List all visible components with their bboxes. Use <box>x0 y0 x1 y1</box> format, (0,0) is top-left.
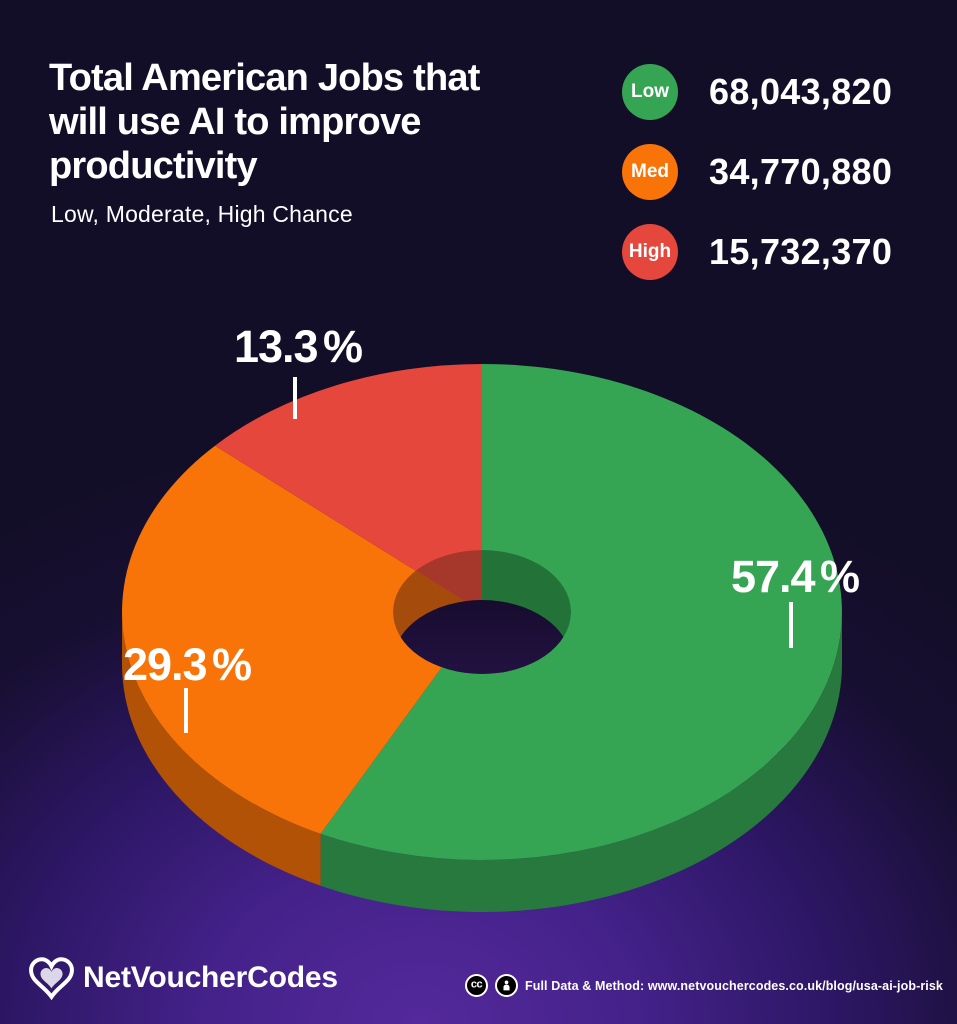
legend-item-high: High 15,732,370 <box>622 224 892 280</box>
page-title: Total American Jobs that will use AI to … <box>49 56 480 188</box>
pie-hole-wall-high <box>416 550 482 612</box>
pie-hole <box>393 550 571 674</box>
legend-item-low: Low 68,043,820 <box>622 64 892 120</box>
legend-dot-low: Low <box>622 64 678 120</box>
title-line-2: will use AI to improve <box>49 101 421 143</box>
legend-dot-high: High <box>622 224 678 280</box>
pie-hole-floor <box>393 600 571 674</box>
legend-value-med: 34,770,880 <box>709 151 893 192</box>
pie-label-line-high <box>293 377 297 419</box>
pie-label-low: 57.4 % <box>730 551 860 602</box>
pie-label-line-low <box>789 602 793 648</box>
pie-side-low <box>320 612 843 913</box>
pie-slice-low <box>320 364 842 860</box>
legend-item-med: Med 34,770,880 <box>622 144 892 200</box>
page-subtitle: Low, Moderate, High Chance <box>51 201 353 227</box>
pie-slice-high <box>215 364 482 612</box>
pie-label-line-med <box>184 688 188 733</box>
pie-slice-med <box>122 445 483 834</box>
cc-icon: cc <box>465 974 488 997</box>
attribution-note: cc Full Data & Method: www.netvouchercod… <box>465 974 943 997</box>
heart-icon <box>29 957 74 1000</box>
legend: Low 68,043,820 Med 34,770,880 High 15,73… <box>622 64 892 280</box>
brand-name: NetVoucherCodes <box>83 961 338 994</box>
legend-value-low: 68,043,820 <box>709 71 893 112</box>
title-line-3: productivity <box>49 145 258 187</box>
attribution-person-icon <box>495 974 518 997</box>
legend-value-high: 15,732,370 <box>709 231 893 272</box>
legend-dot-med: Med <box>622 144 678 200</box>
pie-label-high: 13.3 % <box>233 321 363 372</box>
brand-logo: NetVoucherCodes <box>28 956 338 1000</box>
pie-label-med: 29.3 % <box>122 639 252 690</box>
pie-side-med <box>122 612 321 886</box>
title-line-1: Total American Jobs that <box>49 57 480 99</box>
data-source-text: Full Data & Method: www.netvouchercodes.… <box>525 978 943 993</box>
